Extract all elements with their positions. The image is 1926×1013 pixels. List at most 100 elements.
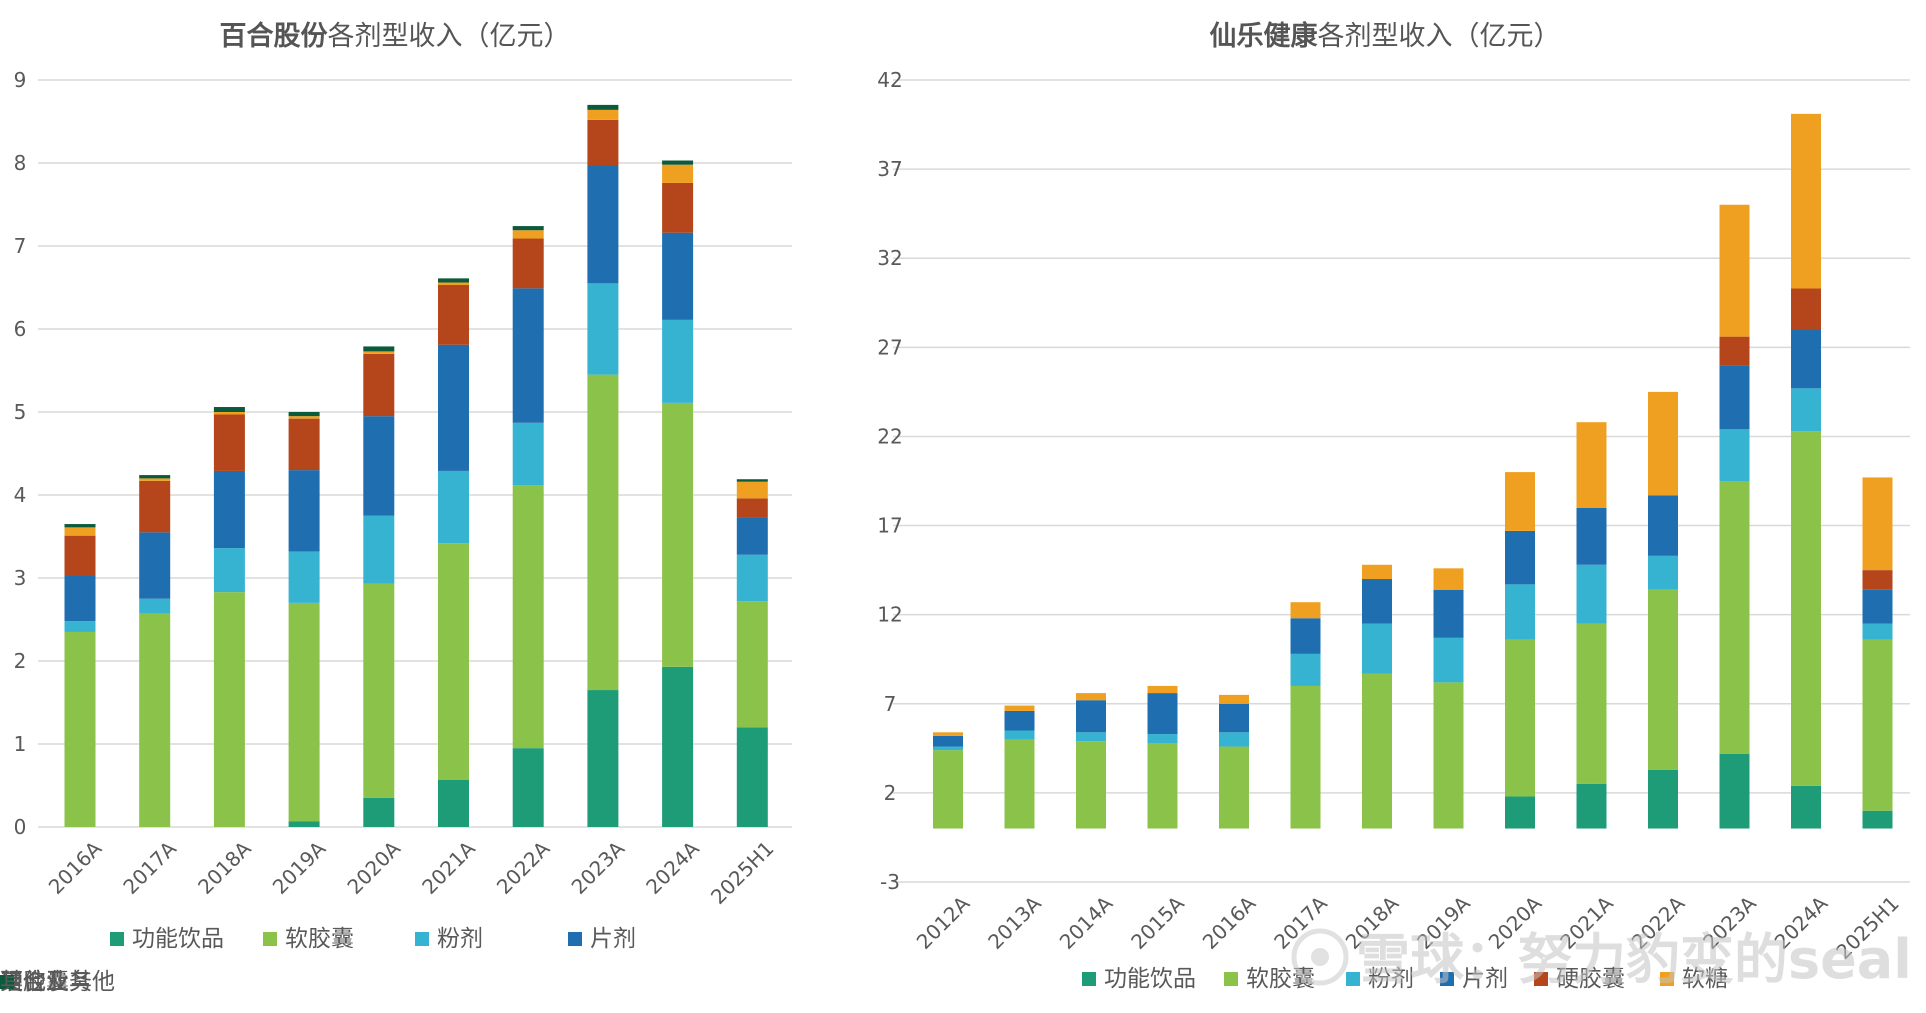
right-bar-segment: [1791, 329, 1821, 389]
left-y-tick-label: 5: [14, 400, 27, 424]
left-bar-segment: [213, 414, 245, 471]
left-legend-label: 组合及其他: [0, 969, 115, 995]
right-bar-segment: [1862, 639, 1893, 811]
left-y-tick-label: 3: [14, 566, 27, 590]
right-bar-segment: [933, 750, 963, 829]
left-bar-segment: [139, 475, 171, 479]
left-bar-segment: [363, 351, 395, 354]
right-legend-swatch: [1346, 972, 1360, 986]
right-bar-segment: [1004, 705, 1035, 711]
left-bar-segment: [363, 797, 395, 827]
right-bar-segment: [1505, 472, 1535, 531]
left-y-tick-label: 6: [14, 317, 27, 341]
left-bar-segment: [288, 602, 320, 822]
left-bar-segment: [438, 278, 469, 283]
left-bar-segment: [587, 109, 619, 120]
left-bar-segment: [64, 524, 96, 528]
left-x-tick-label: 2023A: [567, 836, 630, 899]
watermark: 雪球：努力豹变的seal: [1291, 928, 1912, 991]
right-bar-segment: [1648, 495, 1678, 556]
left-bar-segment: [363, 416, 395, 516]
left-bar-segment: [587, 374, 619, 691]
right-bar-segment: [1576, 623, 1607, 784]
right-bar-segment: [1862, 623, 1893, 640]
left-bar-segment: [64, 527, 96, 536]
right-bar-segment: [1505, 530, 1535, 585]
right-bar-segment: [1147, 693, 1178, 735]
left-bar-segment: [736, 517, 768, 555]
left-x-tick-label: 2020A: [342, 836, 405, 899]
right-bar-segment: [1219, 703, 1249, 733]
right-y-tick-label: 27: [877, 335, 902, 359]
left-legend-label: 粉剂: [437, 926, 483, 952]
left-bar-segment: [512, 485, 544, 749]
left-bar-segment: [213, 592, 245, 827]
left-x-tick-label: 2017A: [118, 836, 181, 899]
right-y-tick-label: -3: [880, 870, 900, 894]
right-y-tick-label: 17: [877, 514, 902, 538]
left-bar-segment: [736, 498, 768, 518]
right-bar-segment: [1791, 288, 1821, 330]
right-bar-segment: [933, 746, 963, 751]
left-bar-segment: [213, 412, 245, 415]
left-bar-segment: [213, 407, 245, 412]
right-bar-segment: [1004, 739, 1035, 829]
right-bar-segment: [1576, 507, 1607, 565]
left-bar-segment: [662, 666, 694, 827]
right-bar-segment: [1648, 391, 1678, 496]
left-bar-segment: [662, 319, 694, 403]
right-bar-segment: [1862, 810, 1893, 829]
watermark-text: 雪球：努力豹变的seal: [1356, 928, 1912, 991]
left-bar-segment: [736, 727, 768, 827]
right-legend-swatch: [1224, 972, 1238, 986]
right-bar-segment: [1576, 783, 1607, 829]
left-x-tick-label: 2016A: [44, 836, 107, 899]
right-legend-swatch: [1534, 972, 1548, 986]
right-x-tick-label: 2016A: [1198, 891, 1261, 954]
left-bar-segment: [736, 479, 768, 482]
right-bar-segment: [1076, 693, 1106, 701]
left-bar-segment: [587, 165, 619, 284]
left-bar-segment: [512, 748, 544, 827]
left-bars: [64, 104, 768, 827]
left-bar-segment: [139, 480, 171, 533]
left-legend-swatch: [0, 975, 14, 989]
left-x-tick-label: 2019A: [268, 836, 331, 899]
left-legend-swatch: [415, 932, 429, 946]
right-bar-segment: [1719, 753, 1750, 829]
watermark-logo-dot: [1311, 948, 1329, 966]
right-bar-segment: [1648, 555, 1678, 590]
right-chart-title-bold: 仙乐健康: [1210, 20, 1319, 52]
right-x-tick-label: 2013A: [983, 891, 1046, 954]
right-bar-segment: [1362, 579, 1392, 624]
right-bar-segment: [1862, 570, 1893, 590]
left-x-tick-label: 2024A: [641, 836, 704, 899]
left-bar-segment: [587, 119, 619, 166]
left-bar-segment: [438, 543, 469, 780]
left-chart-title-bold: 百合股份: [220, 20, 328, 52]
right-legend-label: 硬胶囊: [1556, 966, 1625, 992]
right-bar-segment: [1362, 673, 1392, 829]
left-x-tick-label: 2025H1: [706, 836, 779, 909]
right-bar-segment: [1290, 685, 1321, 829]
left-y-tick-label: 0: [14, 815, 27, 839]
left-bar-segment: [363, 515, 395, 584]
left-bar-segment: [662, 164, 694, 183]
right-bar-segment: [1076, 741, 1106, 829]
right-bar-segment: [1576, 422, 1607, 508]
right-x-tick-label: 2017A: [1269, 891, 1332, 954]
right-legend-label: 软糖: [1682, 966, 1728, 992]
left-legend-swatch: [110, 932, 124, 946]
right-bar-segment: [1290, 618, 1321, 654]
right-legend-swatch: [1440, 972, 1454, 986]
right-y-tick-label: 22: [877, 424, 902, 448]
left-y-tick-label: 4: [14, 483, 27, 507]
right-bar-segment: [1719, 365, 1750, 430]
left-bar-segment: [64, 575, 96, 622]
left-bar-segment: [288, 821, 320, 827]
left-bar-segment: [587, 283, 619, 375]
right-y-tick-label: 32: [877, 246, 902, 270]
right-bar-segment: [1004, 730, 1035, 740]
